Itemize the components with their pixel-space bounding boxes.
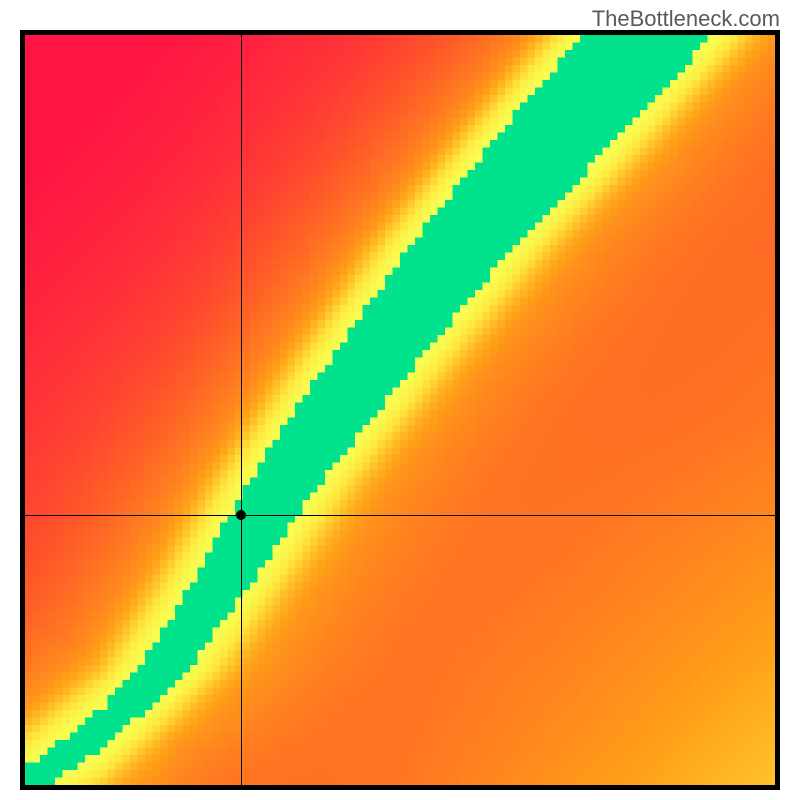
crosshair-vertical — [241, 35, 242, 785]
heatmap-canvas — [25, 35, 775, 785]
crosshair-horizontal — [25, 515, 775, 516]
watermark-text: TheBottleneck.com — [592, 6, 780, 32]
heatmap-canvas-wrap — [25, 35, 775, 785]
chart-frame — [20, 30, 780, 790]
chart-container: TheBottleneck.com — [0, 0, 800, 800]
marker-dot — [236, 510, 246, 520]
